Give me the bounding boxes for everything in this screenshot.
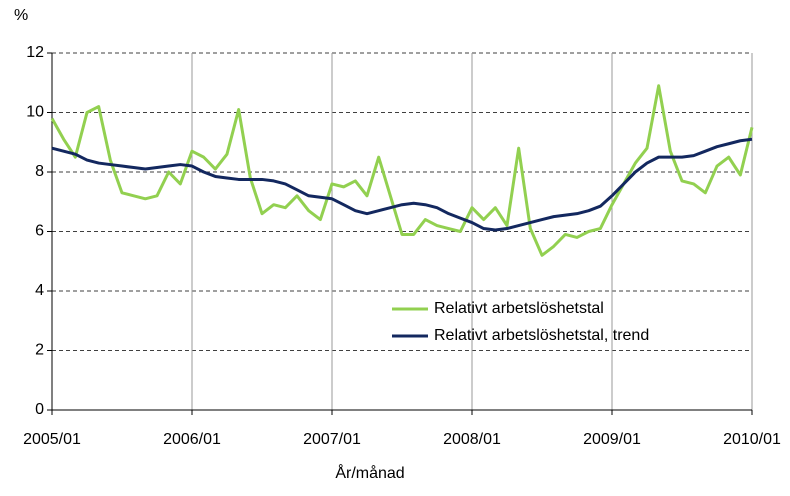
y-axis-label: % (14, 7, 28, 24)
y-tick-label: 10 (26, 104, 44, 121)
x-tick-label: 2009/01 (583, 431, 641, 448)
y-tick-label: 2 (35, 342, 44, 359)
x-tick-label: 2007/01 (303, 431, 361, 448)
y-tick-label: 4 (35, 282, 44, 299)
y-tick-label: 8 (35, 163, 44, 180)
x-tick-label: 2005/01 (23, 431, 81, 448)
x-tick-label: 2006/01 (163, 431, 221, 448)
x-tick-label: 2008/01 (443, 431, 501, 448)
y-tick-label: 12 (26, 44, 44, 61)
x-tick-label: 2010/01 (723, 431, 781, 448)
y-tick-label: 0 (35, 401, 44, 418)
x-axis-label: År/månad (335, 463, 404, 482)
legend-label: Relativt arbetslöshetstal, trend (434, 327, 649, 344)
series-line (51, 137, 753, 232)
series-line (50, 84, 754, 257)
legend-label: Relativt arbetslöshetstal (434, 300, 604, 317)
y-tick-label: 6 (35, 223, 44, 240)
